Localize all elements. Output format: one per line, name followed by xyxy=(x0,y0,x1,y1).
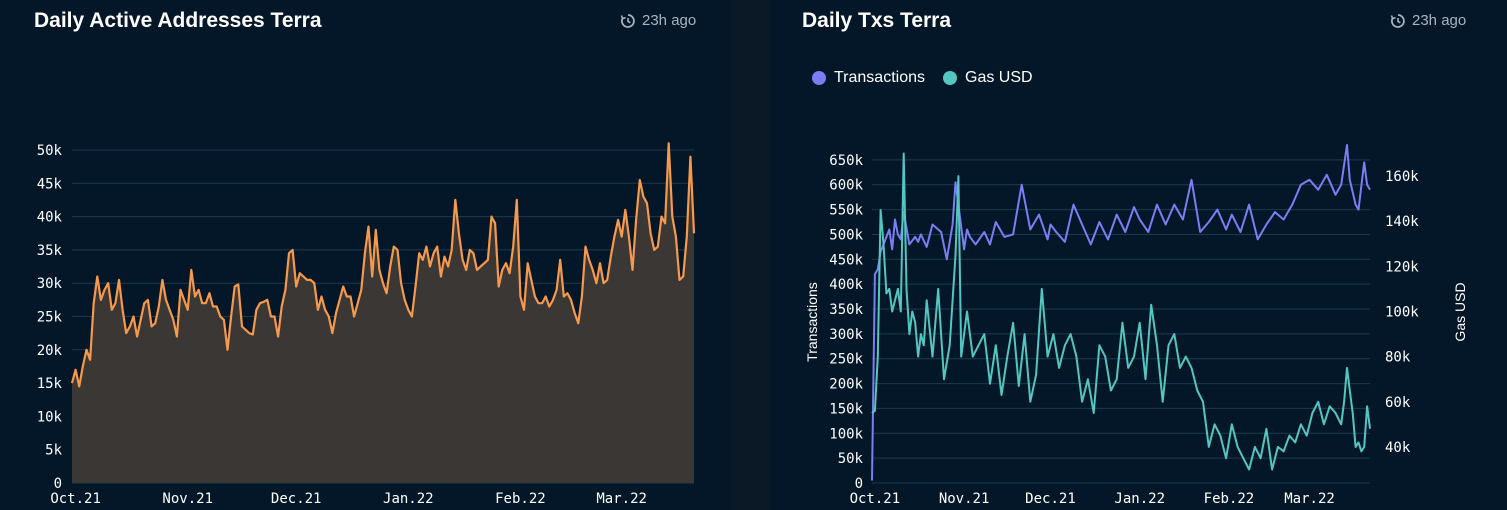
y-tick-label: 20k xyxy=(37,343,63,359)
x-tick-label: Nov.21 xyxy=(162,491,213,507)
x-tick-label: Oct.21 xyxy=(50,491,101,507)
x-tick-label: Jan.22 xyxy=(1114,491,1165,507)
y-tick-label: 650k xyxy=(829,153,863,169)
y-tick-label: 250k xyxy=(829,352,863,368)
y2-tick-label: 120k xyxy=(1385,259,1419,275)
y-tick-label: 50k xyxy=(37,143,63,159)
y-tick-label: 5k xyxy=(45,443,62,459)
active-addresses-chart: 0 5k 10k 15k 20k 25k 30k 35k 40k 45k 50k Oct.21 Nov.… xyxy=(37,142,696,507)
y-tick-label: 35k xyxy=(37,243,63,259)
x-tick-label: Mar.22 xyxy=(596,491,647,507)
legend-item-transactions[interactable]: Transactions xyxy=(812,69,925,87)
y-tick-label: 450k xyxy=(829,252,863,268)
area-fill xyxy=(72,143,694,484)
x-tick-label: Mar.22 xyxy=(1284,491,1335,507)
series-line-gas-usd xyxy=(871,152,1371,471)
daily-active-addresses-panel: Daily Active Addresses Terra 23h ago 0 5k… xyxy=(0,0,730,510)
y2-axis-title: Gas USD xyxy=(1452,282,1468,341)
y-tick-label: 50k xyxy=(838,451,864,467)
legend-item-gas-usd[interactable]: Gas USD xyxy=(943,69,1033,87)
daily-txs-chart: 0 50k 100k 150k 200k 250k 300k 350k 400k 450k 500k… xyxy=(804,144,1468,507)
x-tick-label: Dec.21 xyxy=(1025,491,1076,507)
y-tick-label: 300k xyxy=(829,327,863,343)
x-tick-label: Nov.21 xyxy=(939,491,990,507)
y-tick-label: 15k xyxy=(37,376,63,392)
y-tick-label: 550k xyxy=(829,203,863,219)
y-tick-label: 200k xyxy=(829,377,863,393)
refresh-clock-icon xyxy=(620,13,635,28)
y-tick-label: 25k xyxy=(37,310,63,326)
series-line-active-addresses xyxy=(70,142,696,388)
x-tick-label: Feb.22 xyxy=(495,491,546,507)
last-updated: 23h ago xyxy=(620,12,696,29)
y2-tick-label: 40k xyxy=(1385,440,1411,456)
y2-tick-label: 60k xyxy=(1385,395,1411,411)
y-tick-label: 10k xyxy=(37,409,63,425)
refresh-clock-icon xyxy=(1390,13,1405,28)
y-tick-label: 30k xyxy=(37,276,63,292)
daily-txs-panel: Daily Txs Terra 23h ago Transactions Gas… xyxy=(770,0,1507,510)
y-axis-title: Transactions xyxy=(804,282,820,362)
y-tick-label: 400k xyxy=(829,277,863,293)
legend-dot-gas-usd xyxy=(943,71,957,85)
y-tick-label: 150k xyxy=(829,401,863,417)
y2-tick-label: 140k xyxy=(1385,214,1419,230)
last-updated: 23h ago xyxy=(1390,12,1466,29)
y2-tick-label: 80k xyxy=(1385,350,1411,366)
x-tick-label: Jan.22 xyxy=(383,491,434,507)
last-updated-text: 23h ago xyxy=(1412,12,1467,29)
panel-title: Daily Txs Terra xyxy=(802,9,952,32)
y-tick-label: 600k xyxy=(829,178,863,194)
legend-dot-transactions xyxy=(812,71,826,85)
y2-tick-label: 160k xyxy=(1385,169,1419,185)
last-updated-text: 23h ago xyxy=(642,12,697,29)
panel-title: Daily Active Addresses Terra xyxy=(34,9,322,32)
y-tick-label: 0 xyxy=(855,476,863,492)
y-tick-label: 100k xyxy=(829,426,863,442)
x-tick-label: Oct.21 xyxy=(850,491,901,507)
x-tick-label: Dec.21 xyxy=(271,491,322,507)
y-tick-label: 45k xyxy=(37,176,63,192)
chart-legend: Transactions Gas USD xyxy=(812,69,1033,87)
x-tick-label: Feb.22 xyxy=(1204,491,1255,507)
y2-tick-label: 100k xyxy=(1385,305,1419,321)
y-tick-label: 40k xyxy=(37,210,63,226)
series-line-transactions xyxy=(871,144,1371,481)
y-tick-label: 500k xyxy=(829,227,863,243)
legend-label-gas-usd: Gas USD xyxy=(965,69,1033,86)
legend-label-transactions: Transactions xyxy=(834,69,925,86)
y-tick-label: 0 xyxy=(54,476,62,492)
y-tick-label: 350k xyxy=(829,302,863,318)
